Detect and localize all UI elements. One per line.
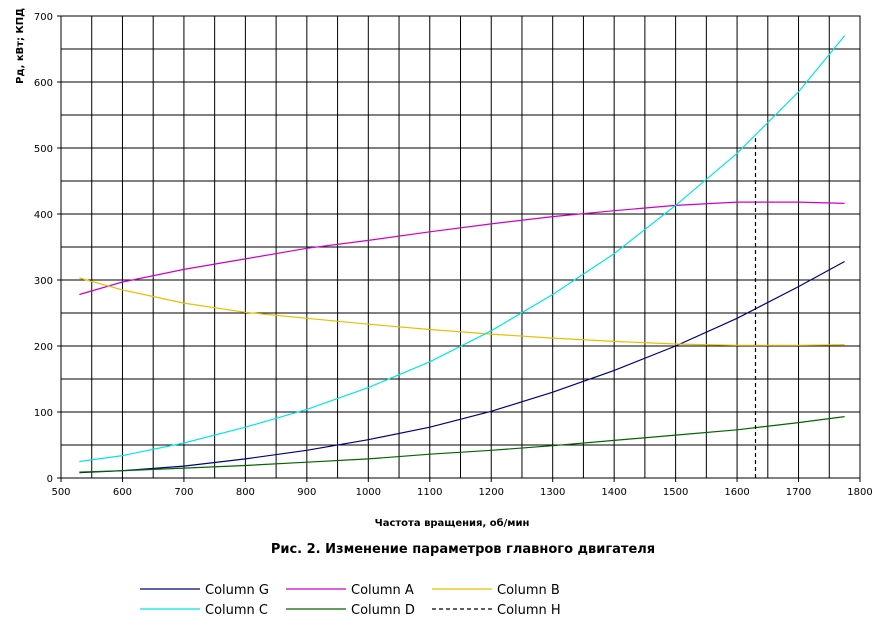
x-tick-label: 900	[297, 487, 316, 498]
y-tick-label: 100	[34, 408, 53, 419]
y-tick-label: 400	[34, 210, 53, 221]
plot-area-frame	[60, 15, 861, 479]
x-tick-label: 600	[113, 487, 132, 498]
y-tick-label: 0	[47, 474, 53, 485]
y-tick-label: 600	[34, 78, 53, 89]
x-tick-label: 1500	[663, 487, 688, 498]
x-tick-label: 500	[51, 487, 70, 498]
y-axis-ticks: 0 100 200 300 400 500 600 700	[34, 12, 61, 485]
figure-caption: Рис. 2. Изменение параметров главного дв…	[271, 542, 655, 557]
series-line-column-c	[79, 35, 846, 463]
x-tick-label: 800	[236, 487, 255, 498]
x-tick-label: 700	[174, 487, 193, 498]
series-line-column-d	[79, 416, 845, 473]
y-tick-label: 200	[34, 342, 53, 353]
series-line-column-b	[79, 277, 845, 346]
x-tick-label: 1200	[479, 487, 504, 498]
x-tick-label: 1000	[356, 487, 381, 498]
legend-label-column-c: Column C	[205, 603, 268, 618]
y-tick-label: 300	[34, 276, 53, 287]
legend-label-column-h: Column H	[497, 603, 561, 618]
series-line-column-a	[79, 201, 845, 296]
x-tick-label: 1600	[724, 487, 749, 498]
chart-grid	[60, 15, 861, 479]
legend-label-column-g: Column G	[205, 583, 269, 598]
chart-legend: Column G Column A Column B Column C Column D…	[140, 583, 561, 618]
x-tick-label: 1300	[540, 487, 565, 498]
x-tick-label: 1800	[847, 487, 872, 498]
y-tick-label: 500	[34, 144, 53, 155]
x-axis-ticks: 500 600 700 800 900 1000 1100 1200 1300 1400 1500 1…	[51, 478, 873, 498]
y-tick-label: 700	[34, 12, 53, 23]
x-tick-label: 1100	[417, 487, 442, 498]
legend-label-column-b: Column B	[497, 583, 560, 598]
x-tick-label: 1700	[786, 487, 811, 498]
series-line-column-g	[79, 260, 845, 474]
legend-label-column-d: Column D	[351, 603, 415, 618]
chart-series	[79, 35, 846, 478]
x-tick-label: 1400	[601, 487, 626, 498]
legend-label-column-a: Column A	[351, 583, 414, 598]
x-axis-label: Частота вращения, об/мин	[375, 517, 530, 529]
y-axis-label: Pд, кВт; КПД	[15, 8, 26, 84]
